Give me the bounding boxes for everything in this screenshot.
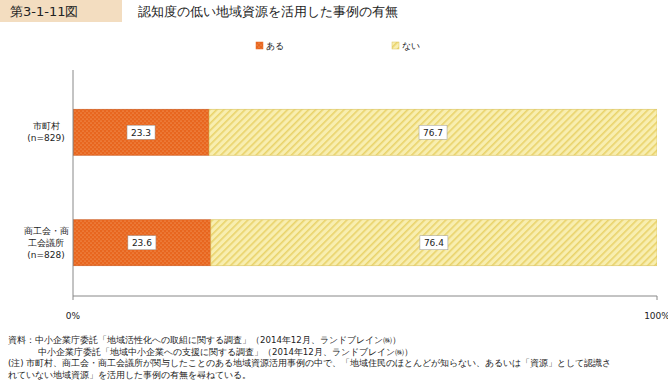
chart: 第3-1-11図 認知度の低い地域資源を活用した事例の有無ある ない 23.3 76.7… [0,0,668,388]
legend-label: ない [402,41,420,51]
category-label: 商工会・商工会議所 (n=828) [24,226,69,260]
data-label: 76.7 [423,128,443,138]
category-line: (n=829) [27,133,64,143]
x-axis-line [73,296,657,297]
bars [73,109,657,266]
bar-segment [209,109,657,155]
category-label: 市町村 (n=829) [27,121,64,143]
data-label: 76.4 [424,238,444,248]
bar-segment [73,220,211,266]
category-line: (n=828) [27,250,64,260]
data-label-box [419,125,447,139]
note: れていない地域資源」を活用した事例の有無を尋ねている。 [8,370,251,380]
note: 中小企業庁委託「地域中小企業への支援に関する調査」（2014年12月、ランドブレ… [38,347,413,357]
bar-segment [73,109,209,155]
data-labels: 23.3 76.7 23.6 76.4 [127,125,448,250]
legend-label: ある [266,41,284,51]
x-tick [657,296,658,300]
x-tick [73,296,74,300]
category-line: 市町村 [33,121,60,131]
x-tick-label: 100% [644,311,668,321]
category-line: 工会議所 [28,238,64,248]
figure-label-box [0,0,122,22]
note: (注) 市町村、商工会・商工会議所が関与したことのある地域資源活用事例の中で、「… [8,358,611,368]
note: 資料：中小企業庁委託「地域活性化への取組に関する調査」（2014年12月、ランド… [8,335,401,345]
data-label: 23.6 [132,238,152,248]
data-label-box [128,236,156,250]
figure-label: 第3-1-11図 [10,4,78,19]
bar-segment [211,220,657,266]
title: 認知度の低い地域資源を活用した事例の有無 [138,4,398,19]
legend-swatch [256,42,263,49]
legend-swatch [392,42,399,49]
data-label-box [127,125,155,139]
y-axis-line [73,70,74,296]
category-line: 商工会・商 [24,226,69,236]
data-label-box [420,236,448,250]
data-label: 23.3 [131,128,151,138]
x-tick-label: 0% [66,311,81,321]
